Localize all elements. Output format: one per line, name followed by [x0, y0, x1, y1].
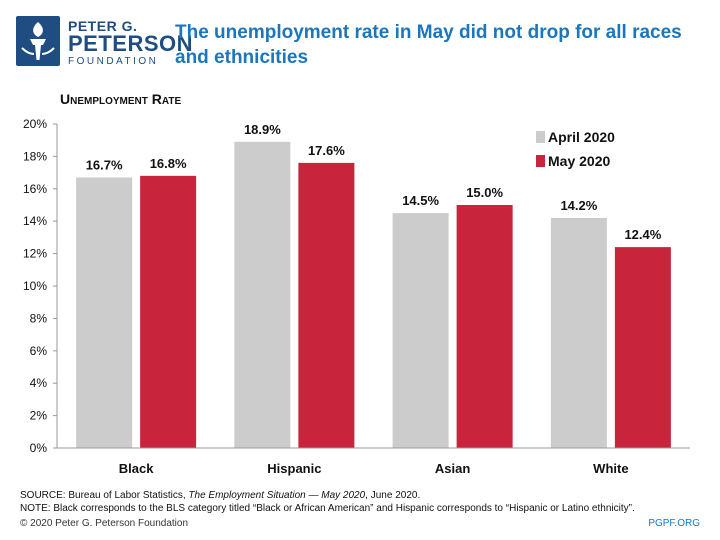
x-category-label: Black: [119, 461, 154, 476]
legend-swatch: [536, 155, 545, 167]
bar: [456, 205, 513, 448]
x-category-label: Hispanic: [267, 461, 321, 476]
y-tick-label: 4%: [30, 376, 48, 390]
y-tick-label: 18%: [23, 149, 47, 163]
y-tick-label: 8%: [30, 311, 48, 325]
data-label: 14.2%: [560, 198, 597, 213]
y-tick-label: 0%: [30, 441, 48, 455]
logo-text-line1: PETER G.: [68, 18, 138, 34]
source-suffix: , June 2020.: [365, 490, 421, 501]
legend-label: April 2020: [548, 129, 615, 145]
website-link[interactable]: PGPF.ORG: [648, 518, 700, 529]
data-label: 16.8%: [150, 156, 187, 171]
bar: [298, 162, 355, 448]
y-tick-label: 6%: [30, 344, 48, 358]
data-label: 15.0%: [466, 185, 503, 200]
y-tick-label: 12%: [23, 247, 47, 261]
bar: [392, 213, 449, 448]
y-tick-label: 20%: [23, 117, 47, 131]
x-category-label: Asian: [435, 461, 470, 476]
source-note: SOURCE: Bureau of Labor Statistics, The …: [20, 489, 635, 515]
data-label: 12.4%: [624, 227, 661, 242]
y-tick-label: 2%: [30, 409, 48, 423]
bar: [614, 247, 671, 448]
data-label: 14.5%: [402, 193, 439, 208]
data-label: 16.7%: [86, 157, 123, 172]
bar: [76, 177, 133, 448]
note-text: NOTE: Black corresponds to the BLS categ…: [20, 503, 635, 514]
foundation-logo: PETER G. PETERSON FOUNDATION: [16, 14, 193, 70]
y-tick-label: 16%: [23, 182, 47, 196]
bar: [550, 217, 607, 448]
torch-icon: [16, 16, 60, 66]
legend-label: May 2020: [548, 153, 610, 169]
source-publication: The Employment Situation — May 2020: [188, 490, 366, 501]
bar: [140, 175, 197, 448]
copyright: © 2020 Peter G. Peterson Foundation: [20, 518, 189, 529]
x-category-label: White: [593, 461, 628, 476]
source-prefix: SOURCE: Bureau of Labor Statistics,: [20, 490, 189, 501]
y-tick-label: 10%: [23, 279, 47, 293]
data-label: 18.9%: [244, 122, 281, 137]
y-axis-title: Unemployment Rate: [60, 91, 182, 107]
logo-text-line3: FOUNDATION: [68, 56, 159, 67]
logo-text-line2: PETERSON: [68, 31, 194, 56]
legend-swatch: [536, 131, 545, 143]
y-tick-label: 14%: [23, 214, 47, 228]
bar: [234, 141, 291, 448]
data-label: 17.6%: [308, 143, 345, 158]
chart-title: The unemployment rate in May did not dro…: [175, 22, 682, 68]
